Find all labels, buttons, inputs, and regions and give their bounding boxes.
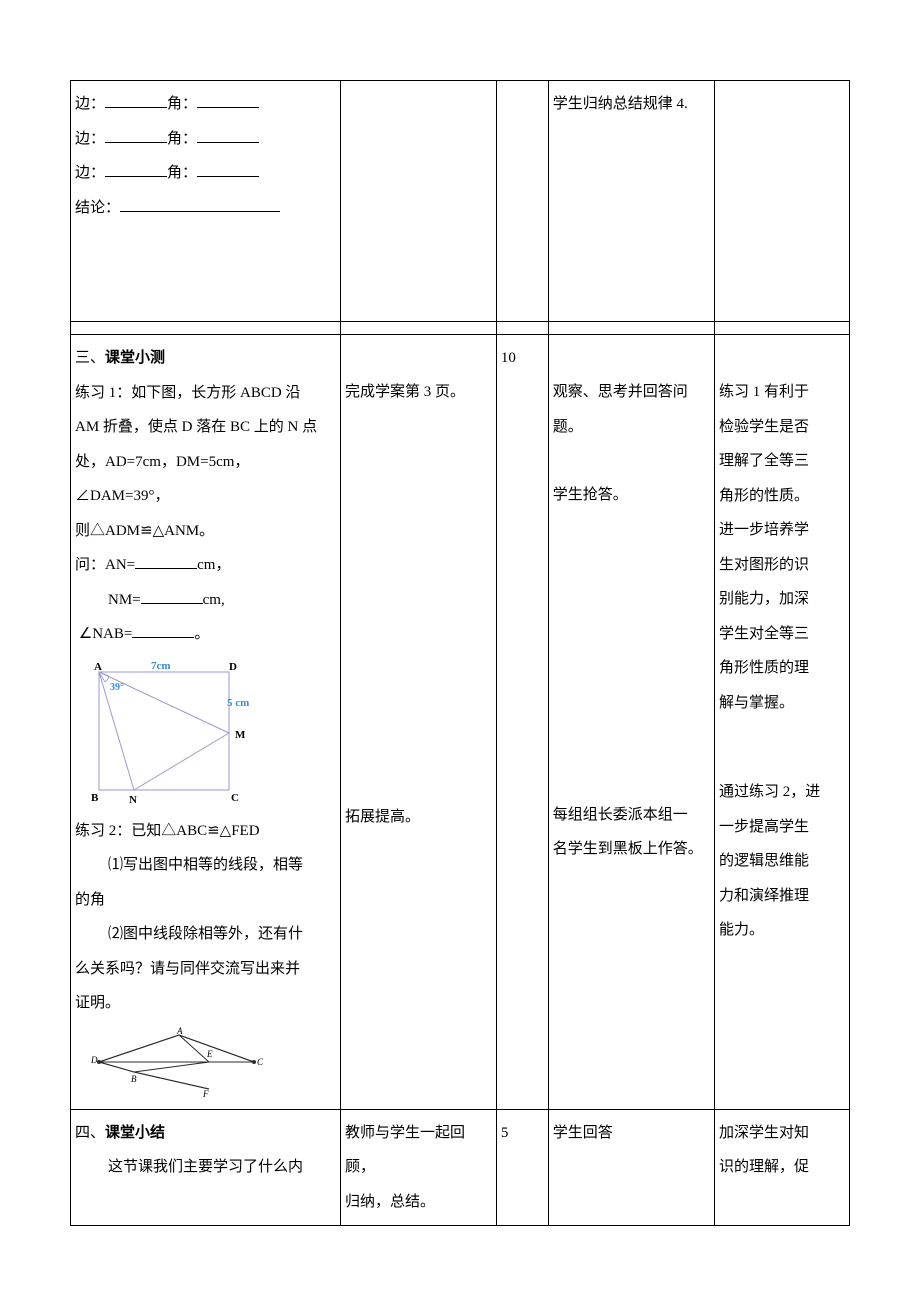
student-activity: 题。: [553, 410, 710, 445]
teacher-note: 完成学案第 3 页。: [345, 375, 492, 410]
purpose-line: 通过练习 2，进: [719, 775, 845, 810]
ex2-line: ⑵图中线段除相等外，还有什: [75, 917, 336, 952]
sep-cell: [714, 322, 849, 335]
r1c5: [714, 81, 849, 322]
purpose-line: 角形的性质。: [719, 479, 845, 514]
r4c1: 四、课堂小结 这节课我们主要学习了什么内: [71, 1109, 341, 1226]
pt-B: B: [91, 792, 99, 804]
ex1-q1: 问：AN=cm，: [75, 548, 336, 583]
purpose-line: 角形性质的理: [719, 651, 845, 686]
purpose-line: 检验学生是否: [719, 410, 845, 445]
fill-line: 边：角：: [75, 87, 336, 122]
fill-line: 边：角：: [75, 122, 336, 157]
student-activity: 学生抢答。: [553, 478, 710, 513]
summary-line: 这节课我们主要学习了什么内: [75, 1150, 336, 1185]
section-heading-4: 四、课堂小结: [75, 1116, 336, 1151]
r3c4: 观察、思考并回答问 题。 学生抢答。 每组组长委派本组一 名学生到黑板上作答。: [548, 335, 714, 1110]
svg-text:C: C: [257, 1057, 264, 1067]
pt-D: D: [229, 661, 237, 673]
r4c3: 5: [496, 1109, 548, 1226]
teacher-note: 归纳，总结。: [345, 1185, 492, 1220]
purpose-line: 力和演绎推理: [719, 879, 845, 914]
r4c5: 加深学生对知 识的理解，促: [714, 1109, 849, 1226]
purpose-line: 解与掌握。: [719, 686, 845, 721]
ex2-line: 练习 2：已知△ABC≌△FED: [75, 814, 336, 849]
lesson-table: 边：角： 边：角： 边：角： 结论： 学生归纳总结规律 4. 三、课堂小测 do…: [70, 80, 850, 1226]
r3c5: 练习 1 有利于 检验学生是否 理解了全等三 角形的性质。 进一步培养学 生对图…: [714, 335, 849, 1110]
ex2-line: 的角: [75, 883, 336, 918]
r1c1: 边：角： 边：角： 边：角： 结论：: [71, 81, 341, 322]
r1c3: [496, 81, 548, 322]
ex1-line: 则△ADM≌△ANM。: [75, 514, 336, 549]
purpose-line: 能力。: [719, 913, 845, 948]
sep-cell: [71, 322, 341, 335]
pt-A: A: [94, 661, 102, 673]
r1c4: 学生归纳总结规律 4.: [548, 81, 714, 322]
svg-text:D: D: [90, 1055, 98, 1065]
ex1-q3: ∠NAB=。: [75, 617, 336, 652]
purpose-line: 加深学生对知: [719, 1116, 845, 1151]
conclusion-line: 结论：: [75, 191, 336, 226]
pt-C: C: [231, 792, 239, 804]
sep-cell: [341, 322, 497, 335]
student-activity: 名学生到黑板上作答。: [553, 832, 710, 867]
purpose-line: 理解了全等三: [719, 444, 845, 479]
table-row: [71, 322, 850, 335]
len-5cm: 5 cm: [227, 697, 249, 709]
ang-39: 39°: [110, 682, 124, 693]
table-row: 三、课堂小测 document.querySelector('[data-nam…: [71, 335, 850, 1110]
purpose-line: 进一步培养学: [719, 513, 845, 548]
teacher-note: 教师与学生一起回顾，: [345, 1116, 492, 1185]
teacher-note: 拓展提高。: [345, 800, 492, 835]
pt-N: N: [129, 794, 137, 806]
purpose-line: 识的理解，促: [719, 1150, 845, 1185]
purpose-line: 的逻辑思维能: [719, 844, 845, 879]
purpose-line: 别能力，加深: [719, 582, 845, 617]
svg-text:B: B: [131, 1074, 137, 1084]
ex2-line: 么关系吗？请与同伴交流写出来并: [75, 952, 336, 987]
ex1-q2: NM=cm,: [75, 583, 336, 618]
r3c1: 三、课堂小测 document.querySelector('[data-nam…: [71, 335, 341, 1110]
ex1-line: 练习 1：如下图，长方形 ABCD 沿: [75, 376, 336, 411]
student-summary: 学生归纳总结规律 4.: [553, 96, 688, 112]
figure-congruent-triangles: A D B E C F: [79, 1027, 279, 1097]
figure-rectangle-fold: A D M C N B 7cm 39° 5 cm: [79, 658, 249, 808]
r3c3: 10: [496, 335, 548, 1110]
section-heading: 三、课堂小测: [75, 341, 336, 376]
r1c2: [341, 81, 497, 322]
pt-M: M: [235, 729, 246, 741]
svg-text:E: E: [206, 1049, 213, 1059]
student-answer: 学生回答: [553, 1125, 613, 1141]
r4c4: 学生回答: [548, 1109, 714, 1226]
table-row: 边：角： 边：角： 边：角： 结论： 学生归纳总结规律 4.: [71, 81, 850, 322]
r3c2: 完成学案第 3 页。 拓展提高。: [341, 335, 497, 1110]
student-activity: 观察、思考并回答问: [553, 375, 710, 410]
purpose-line: 学生对全等三: [719, 617, 845, 652]
purpose-line: 练习 1 有利于: [719, 375, 845, 410]
page: 边：角： 边：角： 边：角： 结论： 学生归纳总结规律 4. 三、课堂小测 do…: [70, 80, 850, 1226]
svg-text:F: F: [202, 1089, 209, 1097]
ex2-line: 证明。: [75, 986, 336, 1021]
sep-cell: [496, 322, 548, 335]
ex1-line: AM 折叠，使点 D 落在 BC 上的 N 点: [75, 410, 336, 445]
ex1-line: 处，AD=7cm，DM=5cm，∠DAM=39°，: [75, 445, 336, 514]
table-row: 四、课堂小结 这节课我们主要学习了什么内 教师与学生一起回顾， 归纳，总结。 5…: [71, 1109, 850, 1226]
time-10: 10: [501, 350, 516, 366]
student-activity: 每组组长委派本组一: [553, 798, 710, 833]
len-7cm: 7cm: [151, 660, 171, 672]
fill-line: 边：角：: [75, 156, 336, 191]
sep-cell: [548, 322, 714, 335]
ex2-line: ⑴写出图中相等的线段，相等: [75, 848, 336, 883]
purpose-line: 一步提高学生: [719, 810, 845, 845]
purpose-line: 生对图形的识: [719, 548, 845, 583]
r4c2: 教师与学生一起回顾， 归纳，总结。: [341, 1109, 497, 1226]
time-5: 5: [501, 1125, 509, 1141]
